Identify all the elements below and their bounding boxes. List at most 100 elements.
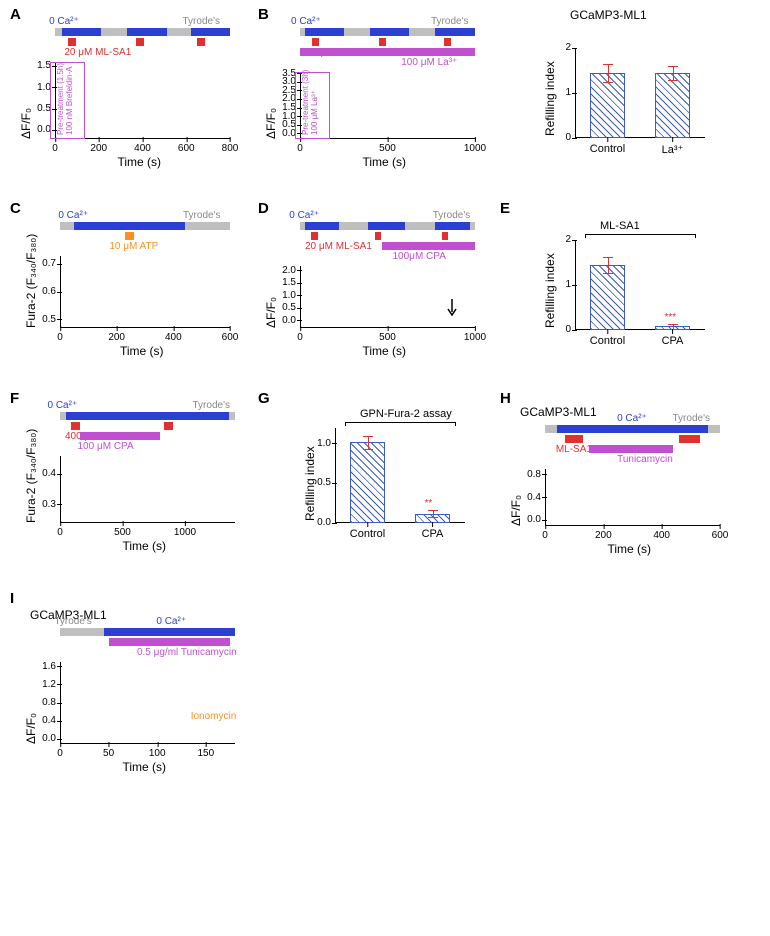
panel-label-h: H — [500, 390, 511, 407]
condition-bar — [305, 28, 344, 36]
ylabel: Refilling index — [543, 253, 557, 328]
xlabel: Time (s) — [363, 155, 407, 169]
trace-line — [545, 469, 720, 526]
condition-label: 0 Ca²⁺ — [617, 413, 647, 424]
ytick: 0.8 — [26, 697, 56, 708]
category-label: Control — [590, 335, 625, 347]
panel-c: 0.50.60.70200400600Fura-2 (F₃₄₀/F₃₈₀)Tim… — [60, 222, 230, 352]
panel-b: 0.00.51.01.52.02.53.03.505001000ΔF/F₀Tim… — [300, 28, 475, 163]
error-bar — [608, 64, 609, 82]
trace-line — [60, 456, 235, 523]
trace-line — [60, 662, 235, 744]
ylabel: ΔF/F₀ — [24, 713, 38, 744]
error-cap — [603, 273, 613, 274]
ytick: 1.5 — [266, 277, 296, 288]
condition-label: Tyrode's — [673, 413, 710, 424]
condition-bar — [435, 222, 470, 230]
bar — [350, 442, 386, 523]
panel-h: 0.00.40.80200400600ΔF/F₀Time (s)Tyrode's… — [545, 425, 720, 550]
condition-bar — [71, 422, 80, 430]
condition-label: Tyrode's — [54, 616, 91, 627]
error-bar — [673, 66, 674, 80]
xtick: 400 — [134, 143, 151, 154]
xtick: 0 — [542, 530, 548, 541]
xtick: 0 — [52, 143, 58, 154]
xlabel: Time (s) — [608, 542, 652, 556]
bracket-label: ML-SA1 — [600, 220, 640, 232]
xtick: 200 — [90, 143, 107, 154]
panel-label-e: E — [500, 200, 510, 217]
condition-bar — [311, 232, 317, 240]
xlabel: Time (s) — [123, 760, 167, 774]
condition-bar — [557, 425, 709, 433]
error-cap — [603, 64, 613, 65]
ylabel: Fura-2 (F₃₄₀/F₃₈₀) — [24, 429, 38, 523]
ylabel: ΔF/F₀ — [509, 495, 523, 526]
ylabel: Refilling index — [303, 446, 317, 521]
xtick: 800 — [222, 143, 239, 154]
condition-bar — [74, 222, 185, 230]
panel-label-g: G — [258, 390, 270, 407]
panel-e: 012Refilling indexML-SA1ControlCPA*** — [545, 222, 715, 352]
condition-bar — [109, 638, 231, 646]
xtick: 0 — [297, 143, 303, 154]
condition-bar — [125, 232, 134, 240]
xtick: 600 — [178, 143, 195, 154]
category-label: Control — [590, 143, 625, 155]
panel-label-f: F — [10, 390, 19, 407]
xtick: 100 — [149, 748, 166, 759]
panel-b-bar: 012Refilling indexControlLa³⁺ — [545, 30, 715, 160]
condition-bar — [136, 38, 144, 46]
xtick: 600 — [712, 530, 729, 541]
condition-bar — [379, 38, 386, 46]
error-cap — [668, 324, 678, 325]
condition-label: 100 μM CPA — [78, 441, 134, 452]
error-cap — [363, 436, 373, 437]
title-gcamp-h: GCaMP3-ML1 — [520, 405, 597, 419]
xtick: 400 — [165, 332, 182, 343]
bracket — [345, 422, 455, 423]
bar — [655, 73, 691, 138]
condition-bar — [104, 628, 235, 636]
condition-label: Tyrode's — [193, 400, 230, 411]
significance-marker: ** — [425, 498, 433, 509]
condition-label: Tunicamycin — [617, 454, 673, 465]
ytick: 2.0 — [266, 265, 296, 276]
ytick: 1.6 — [26, 661, 56, 672]
error-cap — [668, 66, 678, 67]
condition-label: 10 μM ATP — [109, 241, 158, 252]
condition-bar — [66, 412, 229, 420]
xlabel: Time (s) — [363, 344, 407, 358]
panel-d: 0.00.51.01.52.005001000ΔF/F₀Time (s)Tyro… — [300, 222, 475, 352]
ytick: 2 — [541, 234, 571, 245]
xtick: 1000 — [464, 332, 486, 343]
condition-label: Tyrode's — [183, 16, 220, 27]
panel-label-i: I — [10, 590, 14, 607]
xtick: 1000 — [174, 527, 196, 538]
condition-label: 0 Ca²⁺ — [289, 210, 319, 221]
bracket — [585, 234, 695, 235]
condition-bar — [80, 432, 160, 440]
condition-bar — [442, 232, 448, 240]
condition-bar — [300, 48, 475, 56]
condition-label: 100 μM La³⁺ — [401, 57, 457, 68]
condition-label: 20 μM ML-SA1 — [64, 47, 131, 58]
condition-bar — [62, 28, 101, 36]
xlabel: Time (s) — [123, 539, 167, 553]
xtick: 500 — [114, 527, 131, 538]
trace-line — [300, 266, 475, 328]
xtick: 0 — [57, 332, 63, 343]
condition-bar — [382, 242, 475, 250]
extra-label: Ionomycin — [191, 711, 237, 722]
panel-f: 0.30.405001000Fura-2 (F₃₄₀/F₃₈₀)Time (s)… — [60, 412, 235, 547]
panel-a: 0.00.51.01.50200400600800ΔF/F₀Time (s)Ty… — [55, 28, 230, 163]
xtick: 200 — [108, 332, 125, 343]
condition-bar — [679, 435, 699, 443]
ytick: 2 — [541, 42, 571, 53]
condition-label: 0 Ca²⁺ — [156, 616, 186, 627]
trace-line — [60, 256, 230, 328]
condition-bar — [305, 222, 338, 230]
condition-bar — [164, 422, 173, 430]
ylabel: ΔF/F₀ — [264, 297, 278, 328]
condition-label: 0 Ca²⁺ — [49, 16, 79, 27]
